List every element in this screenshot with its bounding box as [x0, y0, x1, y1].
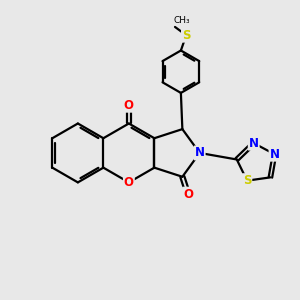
Text: N: N — [269, 148, 280, 161]
Text: CH₃: CH₃ — [173, 16, 190, 25]
Text: O: O — [183, 188, 193, 201]
Text: O: O — [124, 176, 134, 189]
Text: S: S — [182, 29, 190, 42]
Text: O: O — [124, 99, 134, 112]
Text: N: N — [195, 146, 205, 159]
Text: S: S — [243, 174, 251, 187]
Text: N: N — [249, 136, 259, 150]
